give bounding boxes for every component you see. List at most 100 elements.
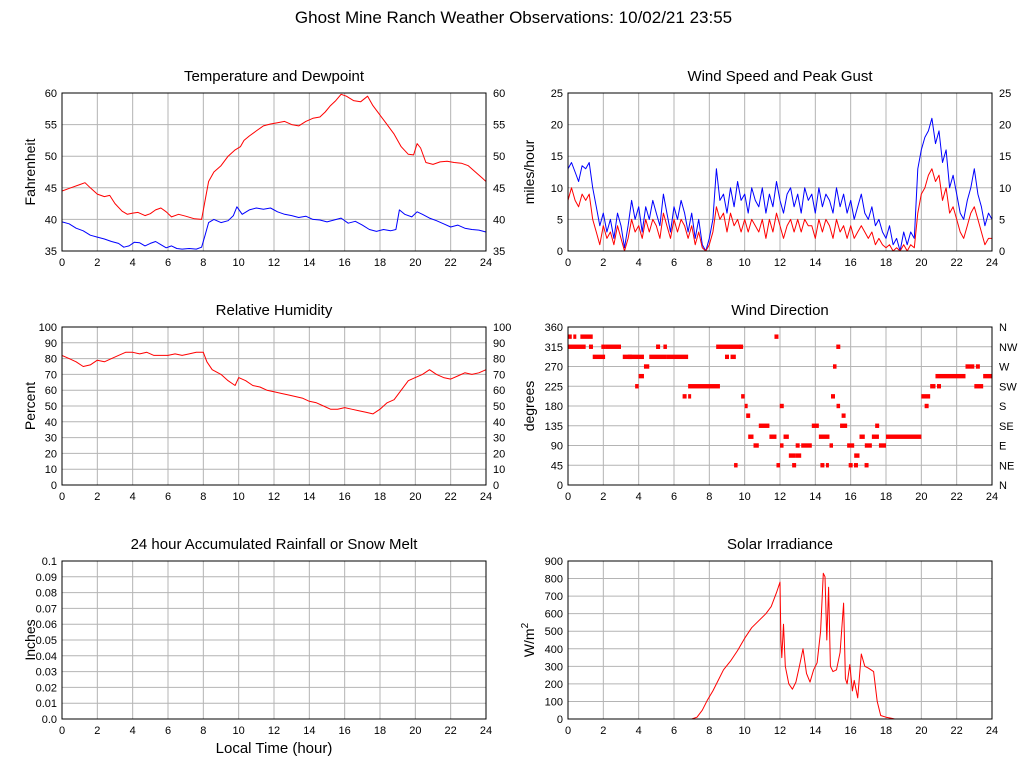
wind-direction-run [568,344,586,349]
wind-direction-run [663,344,667,349]
x-tick-label: 10 [233,491,245,503]
right-tick-label: SE [999,421,1014,433]
x-tick-label: 20 [409,257,421,269]
plot-frame [61,326,487,486]
wind-direction-run [734,463,738,468]
x-tick-label: 4 [636,257,642,269]
x-axis-label: Local Time (hour) [216,740,333,757]
x-tick-label: 10 [739,257,751,269]
y-axis-label: miles/hour [521,139,537,204]
x-tick-label: 20 [915,725,927,737]
x-tick-label: 8 [200,725,206,737]
y-tick-label: 0.01 [36,698,57,710]
x-tick-label: 18 [880,257,892,269]
x-tick-label: 4 [130,725,136,737]
y-tick-label: 315 [545,342,563,354]
y-tick-label: 0.04 [36,651,57,663]
wind-direction-point [568,334,572,339]
y-tick-label: 500 [545,626,563,638]
right-tick-label: N [999,322,1007,334]
x-tick-label: 0 [565,491,571,503]
series-group [62,351,486,415]
wind-direction-run [811,423,819,428]
y-tick-label: 45 [551,460,563,472]
y-tick-label: 200 [545,679,563,691]
x-tick-label: 16 [845,725,857,737]
wind-direction-point [853,463,858,468]
wind-direction-run [580,334,593,339]
grid [568,93,992,251]
x-tick-label: 22 [445,725,457,737]
series-markers [568,334,992,468]
right-tick-label: 10 [493,464,505,476]
y-tick-label: 60 [45,88,57,100]
wind-direction-run [622,354,644,360]
y-tick-label: 0 [557,480,563,492]
x-tick-label: 6 [165,725,171,737]
right-tick-label: 0 [493,480,499,492]
wind-direction-point [924,403,929,409]
x-tick-label: 22 [951,491,963,503]
y-tick-label: 800 [545,574,563,586]
y-tick-label: 0.0 [42,714,57,726]
grid [62,561,486,719]
x-tick-label: 14 [809,725,821,737]
x-tick-label: 4 [130,257,136,269]
x-tick-label: 10 [233,257,245,269]
x-tick-label: 12 [268,725,280,737]
right-tick-label: 10 [999,183,1011,195]
y-tick-label: 900 [545,556,563,568]
y-tick-label: 0 [557,714,563,726]
x-tick-label: 18 [880,491,892,503]
wind-direction-run [795,453,802,458]
wind-direction-point [588,344,593,349]
y-tick-label: 0.08 [36,588,57,600]
wind-direction-run [666,354,689,360]
wind-direction-point [716,344,721,349]
x-tick-label: 16 [845,257,857,269]
x-tick-label: 16 [339,491,351,503]
wind-direction-run [753,443,759,448]
wind-direction-run [769,434,777,439]
x-tick-label: 6 [165,257,171,269]
y-tick-label: 20 [551,120,563,132]
x-tick-label: 12 [774,257,786,269]
y-tick-label: 0.05 [36,635,57,647]
right-tick-label: NW [999,342,1018,354]
y-tick-label: 80 [45,354,57,366]
x-tick-label: 6 [671,257,677,269]
y-tick-label: 0 [51,480,57,492]
right-tick-label: 60 [493,385,505,397]
y-tick-label: 100 [39,322,57,334]
wind-direction-point [864,463,869,468]
wind-direction-run [780,443,784,448]
y-tick-label: 700 [545,591,563,603]
x-tick-label: 20 [409,491,421,503]
wind-direction-point [746,413,751,418]
x-tick-label: 16 [339,257,351,269]
y-tick-label: 10 [45,464,57,476]
x-tick-label: 12 [268,257,280,269]
y-tick-label: 10 [551,183,563,195]
y-axis-label: Fahrenheit [22,138,38,205]
chart-title: Wind Speed and Peak Gust [687,68,873,85]
wind-direction-run [788,453,796,458]
y-axis-label: Inches [22,619,38,660]
x-tick-label: 6 [671,725,677,737]
x-tick-label: 16 [845,491,857,503]
y-axis-label: degrees [521,381,537,432]
x-tick-label: 22 [951,725,963,737]
x-tick-label: 12 [774,491,786,503]
plot-frame [61,92,487,252]
y-tick-label: 15 [551,151,563,163]
x-tick-label: 22 [445,257,457,269]
y-tick-label: 45 [45,183,57,195]
x-tick-label: 2 [94,491,100,503]
wind-direction-point [682,394,687,399]
right-tick-label: 15 [999,151,1011,163]
x-tick-label: 10 [233,725,245,737]
chart-title: 24 hour Accumulated Rainfall or Snow Mel… [131,536,419,553]
y-tick-label: 50 [45,151,57,163]
grid [62,93,486,251]
plot-frame [567,560,993,720]
